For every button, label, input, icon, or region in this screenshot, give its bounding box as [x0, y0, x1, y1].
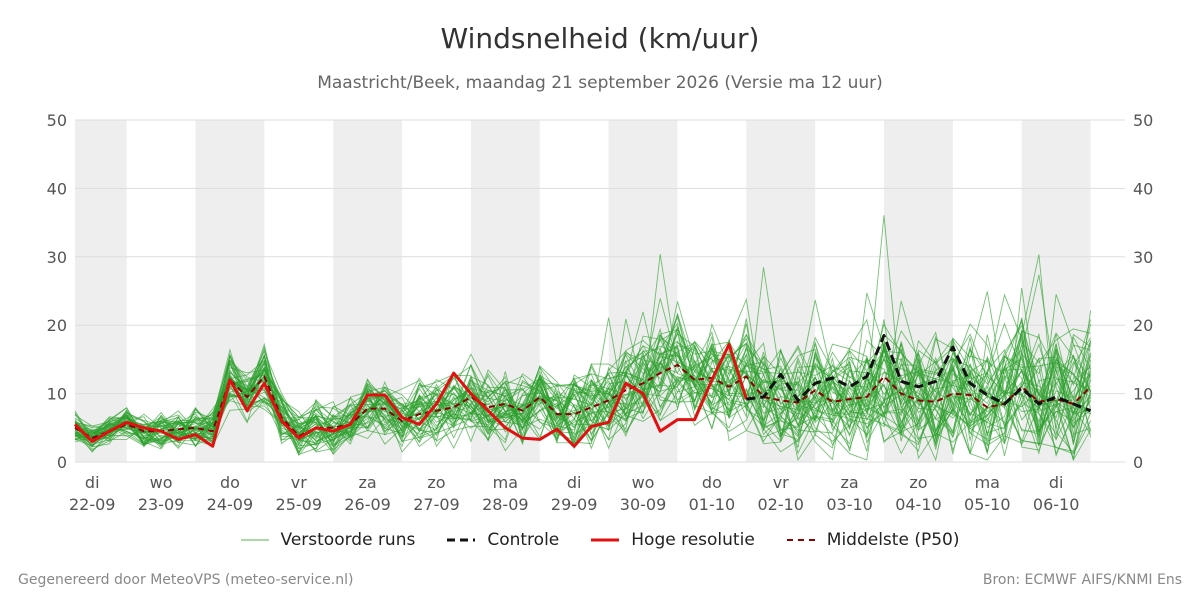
- y-tick-left-0: 0: [57, 453, 67, 472]
- y-tick-right-0: 0: [1133, 453, 1143, 472]
- x-tick-date-7: 29-09: [551, 495, 598, 514]
- x-tick-day-4: za: [359, 473, 377, 492]
- x-tick-day-11: za: [840, 473, 858, 492]
- chart-legend: Verstoorde runs Controle Hoge resolutie …: [0, 530, 1200, 550]
- x-tick-date-11: 03-10: [826, 495, 873, 514]
- footer-generator: Gegenereerd door MeteoVPS (meteo-service…: [18, 572, 354, 588]
- y-tick-left-5: 50: [47, 111, 67, 130]
- y-tick-right-2: 20: [1133, 316, 1153, 335]
- y-axis-right: 0 10 20 30 40 50: [1133, 111, 1153, 472]
- x-tick-day-12: zo: [909, 473, 927, 492]
- ensemble-run-44: [74, 274, 1091, 462]
- x-tick-date-5: 27-09: [413, 495, 460, 514]
- main-series: [73, 334, 1092, 448]
- x-tick-date-4: 26-09: [344, 495, 391, 514]
- ensemble-run-16: [74, 333, 1091, 443]
- footer-source: Bron: ECMWF AIFS/KNMI Ens: [982, 572, 1182, 588]
- x-tick-day-10: vr: [773, 473, 789, 492]
- x-tick-day-9: do: [702, 473, 722, 492]
- x-tick-date-9: 01-10: [689, 495, 736, 514]
- ensemble-runs: [74, 215, 1092, 462]
- x-tick-day-13: ma: [975, 473, 1000, 492]
- x-tick-date-14: 06-10: [1033, 495, 1080, 514]
- chart-title: Windsnelheid (km/uur): [440, 22, 760, 55]
- ensemble-run-30: [74, 317, 1092, 447]
- x-tick-date-10: 02-10: [757, 495, 804, 514]
- legend-item-control: Controle: [447, 530, 559, 550]
- y-tick-right-5: 50: [1133, 111, 1153, 130]
- x-axis: di 22-09 wo 23-09 do 24-09 vr 25-09 za 26-09 zo 27-…: [69, 473, 1079, 514]
- legend-item-ensemble: Verstoorde runs: [240, 530, 416, 550]
- series-control: [746, 334, 1092, 413]
- ensemble-run-49: [74, 345, 1091, 444]
- x-tick-day-3: vr: [291, 473, 307, 492]
- x-tick-day-7: di: [567, 473, 582, 492]
- series-median: [74, 363, 1092, 440]
- x-tick-date-6: 28-09: [482, 495, 529, 514]
- ensemble-run-40: [74, 291, 1092, 445]
- legend-item-median: Middelste (P50): [786, 530, 960, 550]
- x-tick-day-8: wo: [632, 473, 655, 492]
- day-band-0: [75, 120, 127, 462]
- legend-swatch-ensemble: [240, 539, 269, 541]
- legend-label-median: Middelste (P50): [826, 530, 960, 550]
- x-tick-date-2: 24-09: [207, 495, 254, 514]
- x-tick-date-0: 22-09: [69, 495, 116, 514]
- ensemble-run-37: [74, 327, 1091, 448]
- legend-swatch-control: [447, 538, 476, 542]
- ensemble-run-39: [74, 331, 1091, 455]
- y-tick-left-2: 20: [47, 316, 67, 335]
- ensemble-run-48: [74, 301, 1091, 443]
- legend-swatch-median: [786, 539, 815, 541]
- legend-item-high-res: Hoge resolutie: [591, 530, 755, 550]
- legend-label-ensemble: Verstoorde runs: [280, 530, 416, 550]
- y-axis-left: 0 10 20 30 40 50: [47, 111, 67, 472]
- ensemble-run-36: [74, 362, 1092, 461]
- y-tick-right-3: 30: [1133, 248, 1153, 267]
- legend-swatch-high-res: [591, 538, 620, 542]
- y-tick-right-1: 10: [1133, 385, 1153, 404]
- series-high-res: [73, 342, 748, 448]
- ensemble-run-34: [74, 312, 1091, 450]
- x-tick-day-1: wo: [150, 473, 173, 492]
- x-tick-date-3: 25-09: [276, 495, 323, 514]
- x-tick-day-5: zo: [427, 473, 445, 492]
- x-tick-date-12: 04-10: [895, 495, 942, 514]
- x-tick-day-6: ma: [493, 473, 518, 492]
- y-tick-right-4: 40: [1133, 179, 1153, 198]
- x-tick-day-0: di: [85, 473, 100, 492]
- x-tick-date-8: 30-09: [620, 495, 667, 514]
- y-tick-left-3: 30: [47, 248, 67, 267]
- x-tick-date-1: 23-09: [138, 495, 185, 514]
- ensemble-run-42: [74, 323, 1092, 442]
- x-tick-day-14: di: [1049, 473, 1064, 492]
- y-tick-left-1: 10: [47, 385, 67, 404]
- chart-subtitle: Maastricht/Beek, maandag 21 september 20…: [317, 73, 883, 93]
- x-tick-day-2: do: [220, 473, 240, 492]
- ensemble-run-41: [74, 333, 1092, 452]
- y-tick-left-4: 40: [47, 179, 67, 198]
- x-tick-date-13: 05-10: [964, 495, 1011, 514]
- ensemble-run-47: [74, 339, 1091, 462]
- legend-label-control: Controle: [487, 530, 560, 550]
- legend-label-high-res: Hoge resolutie: [631, 530, 755, 550]
